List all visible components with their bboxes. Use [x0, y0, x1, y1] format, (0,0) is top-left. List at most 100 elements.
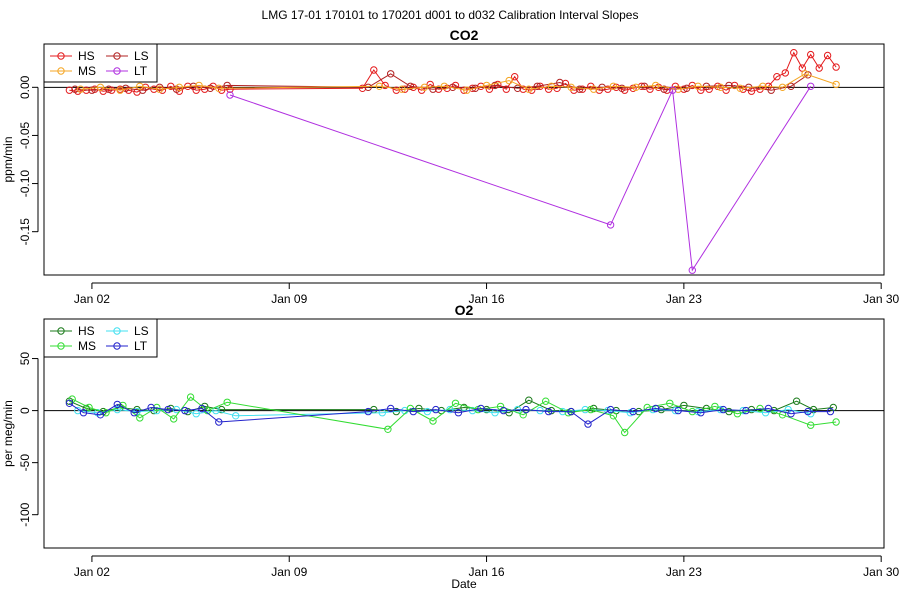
co2-legend-label-lt: LT	[134, 64, 148, 78]
co2-x-tick-label: Jan 16	[469, 292, 505, 306]
co2-point-ms	[96, 83, 105, 92]
co2-point-ms	[440, 82, 448, 91]
co2-point-hs	[688, 81, 696, 90]
co2-legend-marker-ls	[113, 52, 121, 60]
co2-point-hs	[502, 85, 510, 93]
o2-point-lt	[198, 404, 206, 413]
co2-point-ls	[618, 84, 626, 93]
co2-point-ls	[513, 84, 522, 93]
o2-point-ms	[384, 425, 392, 433]
co2-point-ls	[491, 81, 499, 90]
o2-point-lt	[454, 409, 463, 417]
co2-point-hs	[807, 50, 815, 59]
co2-point-lt	[606, 221, 615, 229]
o2-point-ms	[609, 412, 618, 420]
o2-point-lt	[387, 404, 395, 413]
co2-y-tick-label: -0.15	[18, 218, 32, 246]
co2-point-ls	[575, 85, 584, 93]
co2-point-ms	[398, 85, 406, 93]
co2-point-ls	[725, 81, 733, 90]
o2-point-ms	[807, 421, 815, 429]
co2-y-tick-label: -0.05	[18, 121, 32, 149]
o2-point-lt	[215, 418, 223, 426]
o2-y-tick-label: -100	[18, 502, 32, 526]
co2-point-ms	[525, 85, 533, 93]
co2-point-ms	[195, 81, 203, 90]
co2-point-ms	[547, 82, 556, 91]
co2-point-ms	[778, 83, 787, 92]
co2-x-tick-label: Jan 09	[271, 292, 307, 306]
co2-point-ms	[175, 83, 184, 92]
o2-point-hs	[525, 396, 533, 404]
co2-legend: HS LS MS LT	[43, 43, 158, 83]
co2-point-ls	[206, 84, 215, 93]
o2-point-ms	[429, 417, 437, 425]
co2-legend-marker-ms	[57, 67, 65, 75]
o2-x-tick-label: Jan 23	[666, 565, 702, 579]
co2-point-lt	[807, 82, 815, 91]
o2-point-lt	[364, 407, 372, 416]
co2-point-lt	[668, 86, 677, 94]
o2-point-lt	[113, 400, 122, 409]
o2-point-ls	[423, 407, 432, 416]
o2-point-ms	[136, 414, 144, 422]
o2-point-lt	[629, 407, 637, 416]
co2-point-ms	[482, 81, 491, 90]
o2-point-lt	[567, 407, 575, 416]
co2-point-ms	[116, 86, 124, 94]
co2-point-hs	[781, 69, 789, 77]
co2-point-ms	[215, 84, 223, 93]
o2-legend-label-hs: HS	[78, 324, 95, 338]
co2-point-ls	[387, 70, 395, 78]
o2-point-lt	[652, 404, 660, 413]
o2-legend-label-ms: MS	[78, 339, 96, 353]
o2-point-ms	[587, 405, 595, 414]
o2-point-hs	[792, 397, 801, 405]
co2-point-ms	[505, 76, 513, 85]
co2-point-ms	[155, 85, 164, 93]
o2-point-lt	[584, 420, 592, 428]
co2-point-hs	[790, 49, 798, 57]
co2-point-ms	[420, 83, 429, 92]
co2-point-hs	[392, 86, 400, 94]
co2-x-tick-label: Jan 02	[74, 292, 110, 306]
o2-legend-marker-lt	[113, 342, 121, 350]
co2-point-ms	[694, 82, 702, 91]
co2-legend-box	[43, 43, 158, 83]
o2-legend: HS LS MS LT	[43, 318, 158, 358]
o2-y-tick-label: 0	[18, 407, 32, 414]
co2-point-ls	[556, 78, 564, 87]
o2-x-tick-label: Jan 16	[469, 565, 505, 579]
o2-point-ms	[643, 403, 651, 412]
o2-point-ms	[223, 398, 231, 406]
co2-series-line-lt	[229, 86, 812, 272]
o2-legend-label-ls: LS	[134, 324, 149, 338]
o2-point-lt	[826, 407, 835, 416]
o2-point-lt	[477, 404, 485, 413]
co2-legend-label-hs: HS	[78, 49, 95, 63]
o2-point-lt	[606, 405, 615, 414]
co2-y-tick-label: 0.00	[18, 75, 32, 99]
co2-point-lt	[688, 266, 696, 274]
o2-point-lt	[499, 406, 508, 415]
o2-point-hs	[217, 405, 226, 414]
o2-y-tick-label: -50	[18, 454, 32, 472]
o2-point-lt	[522, 405, 530, 414]
co2-legend-marker-lt	[113, 67, 121, 75]
co2-point-hs	[381, 81, 389, 90]
co2-x-tick-label: Jan 30	[863, 292, 899, 306]
co2-point-hs	[773, 73, 781, 81]
o2-point-lt	[65, 399, 74, 407]
o2-point-lt	[804, 407, 812, 416]
figure-suptitle: LMG 17-01 170101 to 170201 d001 to d032 …	[262, 8, 639, 22]
o2-point-lt	[164, 405, 172, 414]
o2-y-tick-label: 50	[18, 352, 32, 366]
o2-y-label: per meg/min	[1, 400, 15, 467]
o2-point-lt	[409, 407, 417, 416]
co2-point-ms	[136, 82, 144, 91]
co2-point-ls	[364, 83, 372, 92]
o2-point-lt	[764, 404, 773, 413]
co2-point-ls	[533, 82, 541, 91]
o2-point-ls	[232, 412, 240, 420]
o2-point-ms	[832, 418, 840, 426]
